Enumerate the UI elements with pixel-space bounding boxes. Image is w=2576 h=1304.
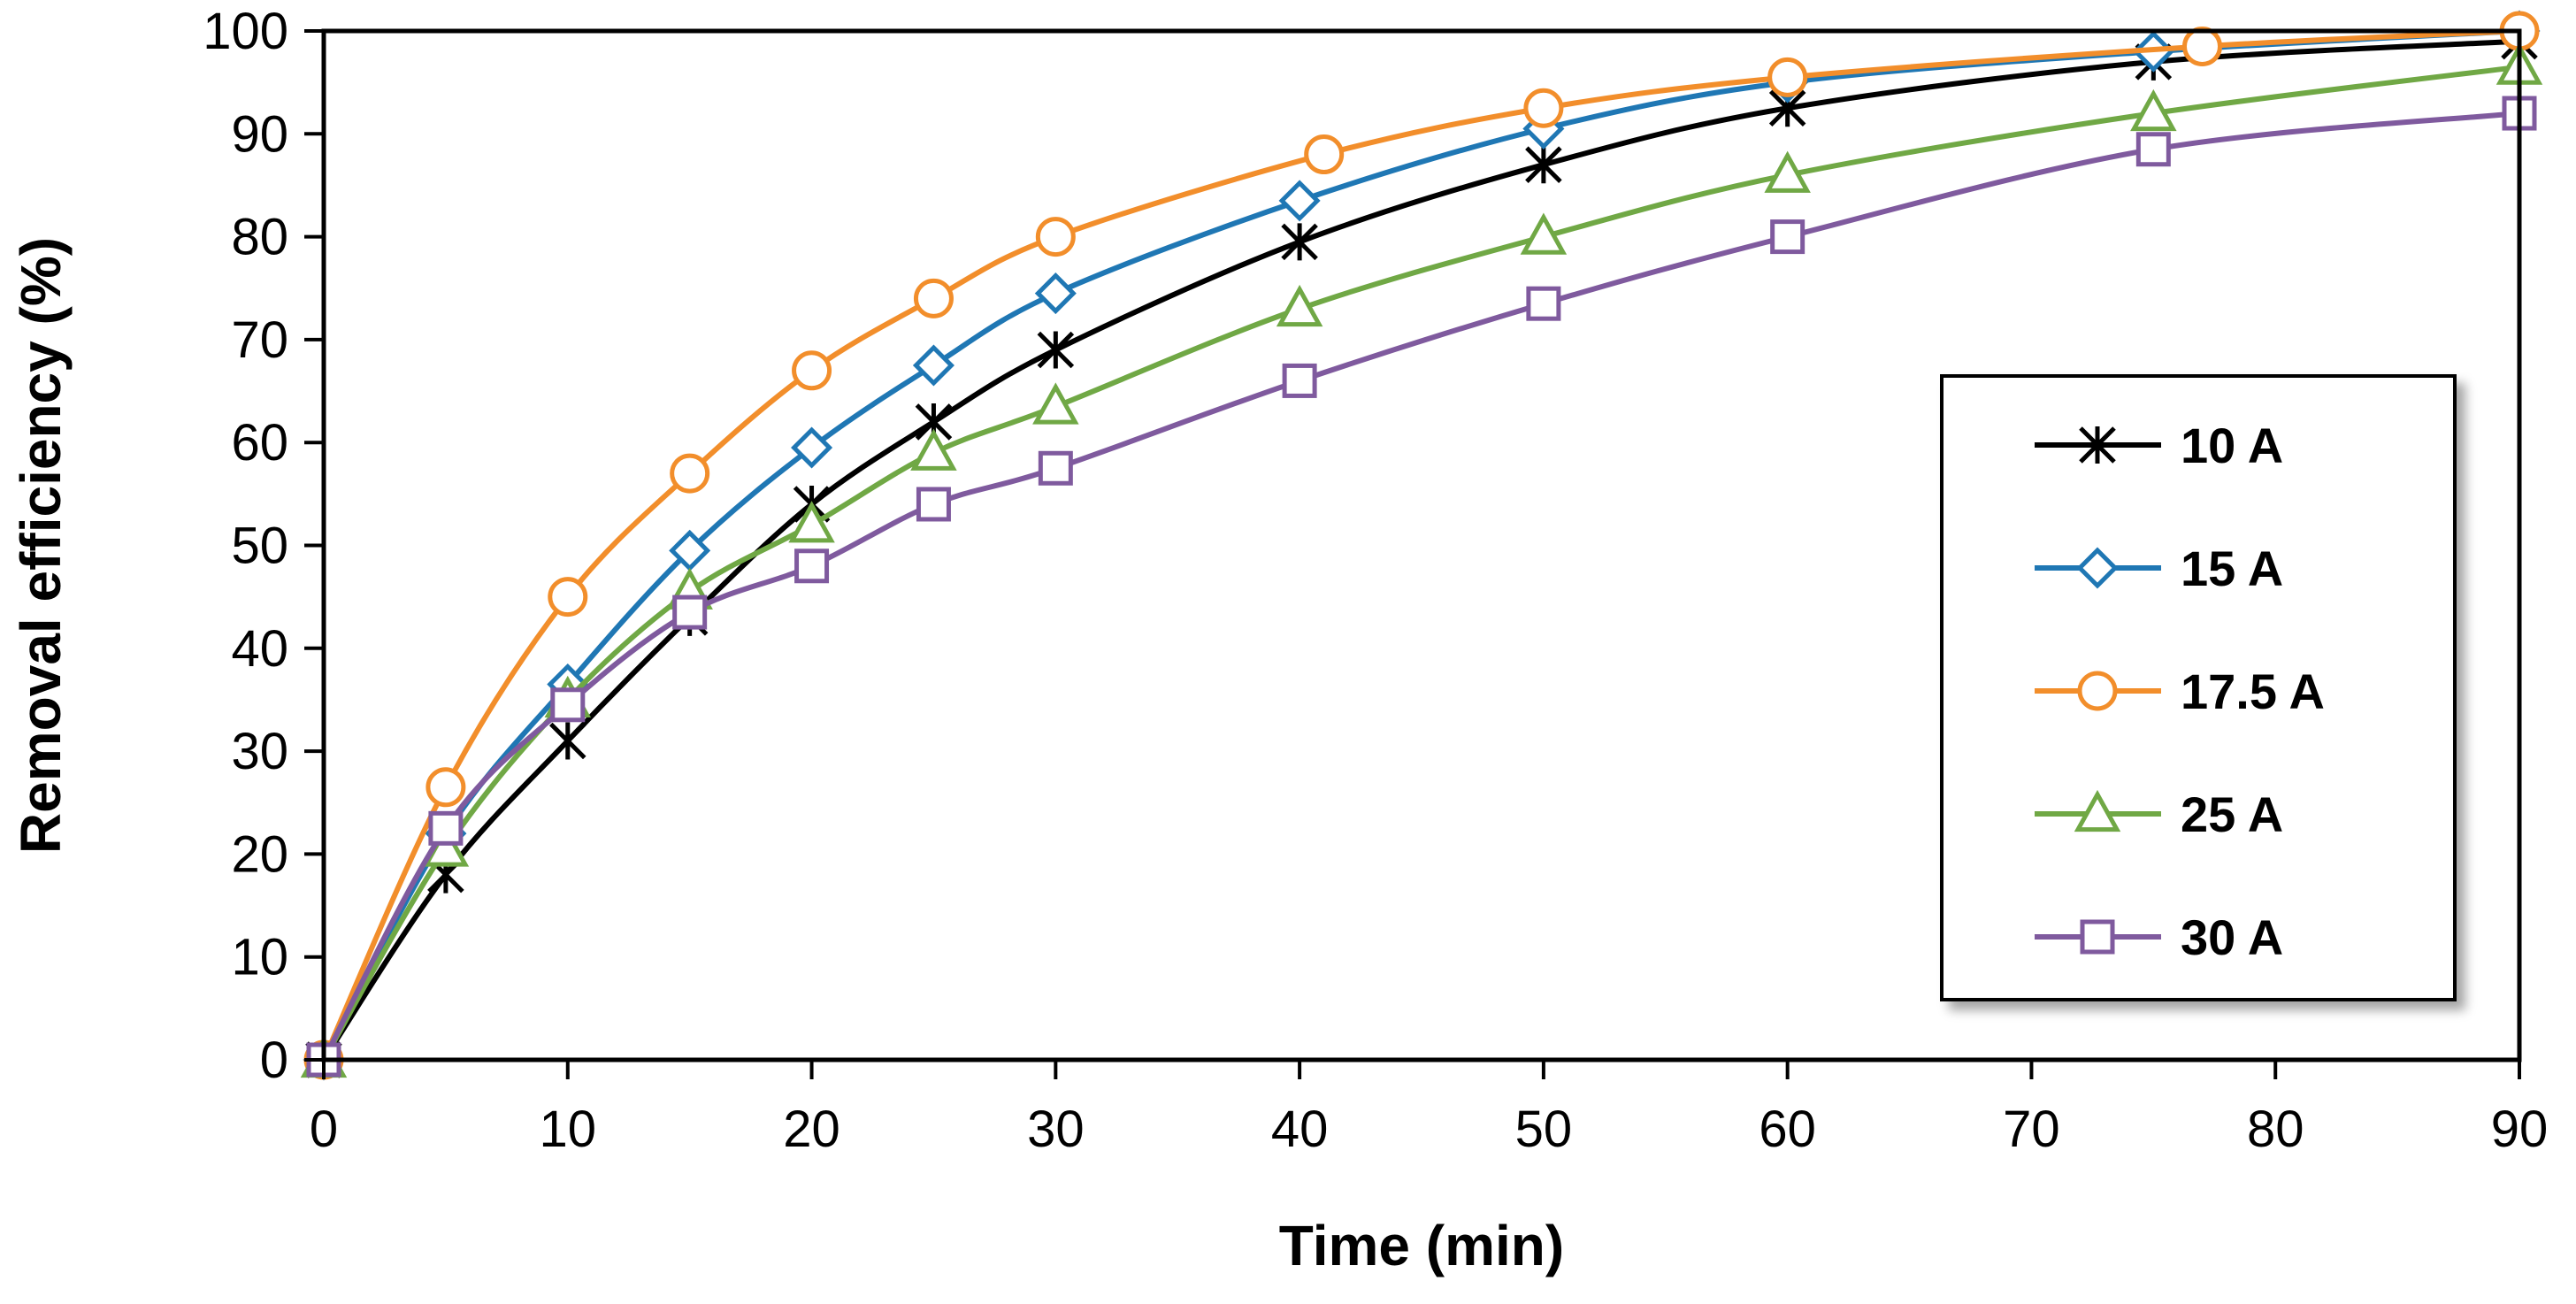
legend-entry: 15 A xyxy=(2035,541,2283,596)
data-point xyxy=(2181,26,2222,66)
y-tick-label: 80 xyxy=(231,209,288,266)
x-tick-label: 90 xyxy=(2491,1101,2549,1158)
data-point xyxy=(1282,363,1317,398)
x-tick-label: 40 xyxy=(1271,1101,1329,1158)
data-point xyxy=(1034,272,1077,315)
x-tick-label: 80 xyxy=(2247,1101,2304,1158)
data-point xyxy=(1525,146,1562,184)
axes: 0 10 20 30 40 50 60 70 80 90 0 10 20 30 40 50 60 70 80 90 10… xyxy=(203,3,2548,1158)
legend-label: 17.5 A xyxy=(2181,664,2325,719)
data-point xyxy=(912,344,954,387)
legend-label: 10 A xyxy=(2181,418,2283,473)
legend-label: 30 A xyxy=(2181,909,2283,965)
legend-marker xyxy=(2077,671,2118,711)
legend-box xyxy=(1940,374,2457,1001)
legend-marker xyxy=(2076,547,2119,589)
data-point xyxy=(2130,88,2177,132)
data-point xyxy=(1304,134,1345,175)
data-point xyxy=(1764,150,1811,193)
legend-entry: 25 A xyxy=(2035,786,2283,842)
data-point xyxy=(2135,132,2171,167)
legend-entry: 17.5 A xyxy=(2035,664,2325,719)
data-point xyxy=(794,548,830,584)
x-axis-title: Time (min) xyxy=(1279,1214,1564,1277)
data-point xyxy=(670,453,710,494)
legend-entry: 30 A xyxy=(2035,909,2283,965)
data-point xyxy=(1523,88,1564,128)
y-tick-label: 90 xyxy=(231,105,288,163)
y-tick-label: 100 xyxy=(203,3,288,60)
data-point xyxy=(910,428,957,471)
x-tick-label: 60 xyxy=(1759,1101,1816,1158)
y-tick-label: 0 xyxy=(260,1032,288,1089)
y-tick-label: 20 xyxy=(231,825,288,883)
series-30-a xyxy=(306,96,2537,1078)
data-point xyxy=(1281,223,1318,261)
data-point xyxy=(1038,450,1073,486)
data-point xyxy=(1037,331,1075,369)
x-tick-label: 0 xyxy=(310,1101,338,1158)
data-point xyxy=(1520,212,1568,255)
data-point xyxy=(1526,286,1561,321)
data-point xyxy=(1035,217,1076,257)
data-point xyxy=(1770,219,1806,255)
x-tick-label: 30 xyxy=(1027,1101,1085,1158)
data-point xyxy=(1276,284,1323,327)
data-point xyxy=(428,810,464,846)
y-tick-label: 30 xyxy=(231,723,288,780)
data-point xyxy=(548,577,588,617)
data-point xyxy=(913,278,954,318)
y-tick-label: 10 xyxy=(231,929,288,986)
legend-marker xyxy=(2079,426,2116,464)
data-point xyxy=(1278,180,1321,222)
y-tick-label: 60 xyxy=(231,414,288,472)
x-tick-label: 20 xyxy=(783,1101,840,1158)
legend-label: 15 A xyxy=(2181,541,2283,596)
legend-marker xyxy=(2080,919,2115,955)
data-point xyxy=(916,487,951,522)
data-point xyxy=(1767,57,1808,97)
y-tick-label: 70 xyxy=(231,311,288,369)
data-point xyxy=(549,722,586,760)
data-point xyxy=(791,426,833,469)
series-layer xyxy=(300,10,2543,1081)
legend-marker xyxy=(2074,789,2121,832)
legend: 10 A 15 A 17.5 A 25 A 30 A xyxy=(1940,374,2457,1001)
data-point xyxy=(792,350,832,391)
data-point xyxy=(426,767,466,808)
x-tick-label: 70 xyxy=(2003,1101,2060,1158)
data-point xyxy=(672,594,708,630)
data-point xyxy=(550,687,586,723)
series-line xyxy=(321,111,2520,1062)
legend-entry: 10 A xyxy=(2035,418,2283,473)
x-tick-label: 50 xyxy=(1515,1101,1573,1158)
data-point xyxy=(1032,382,1079,425)
y-axis-title: Removal efficiency (%) xyxy=(9,237,73,854)
legend-label: 25 A xyxy=(2181,786,2283,842)
x-tick-label: 10 xyxy=(540,1101,597,1158)
data-point xyxy=(788,501,835,543)
y-tick-label: 40 xyxy=(231,620,288,678)
y-tick-label: 50 xyxy=(231,518,288,575)
